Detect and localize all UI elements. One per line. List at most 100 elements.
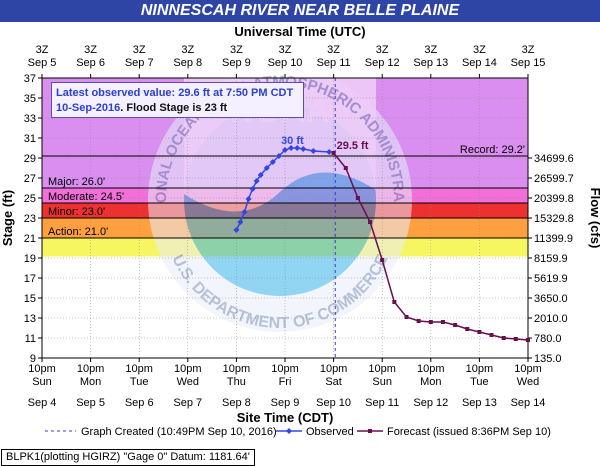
annotation-label: 29.5 ft — [337, 140, 369, 152]
forecast-point — [392, 300, 397, 304]
stage-label-moderate: Moderate: 24.5' — [48, 191, 124, 203]
stage-tick-label: 15 — [24, 293, 36, 305]
stage-tick-label: 17 — [24, 273, 36, 285]
utc-tick-hour: 3Z — [327, 44, 340, 56]
time-tick-weekday: Sat — [325, 376, 342, 388]
observed-point — [310, 148, 317, 154]
stage-tick-label: 25 — [24, 193, 36, 205]
utc-tick-hour: 3Z — [84, 44, 97, 56]
observed-point — [263, 165, 270, 171]
legend: Graph Created (10:49PM Sep 10, 2016) Obse… — [45, 426, 551, 438]
stage-label-major: Major: 26.0' — [48, 176, 105, 188]
observed-point — [237, 219, 244, 225]
forecast-point — [428, 320, 433, 324]
forecast-point — [355, 196, 360, 200]
time-tick-date: Sep 12 — [413, 397, 448, 409]
utc-tick-date: Sep 11 — [317, 57, 351, 69]
stage-tick-label: 21 — [24, 233, 36, 245]
time-tick-weekday: Mon — [420, 376, 441, 388]
legend-forecast-label: Forecast (issued 8:36PM Sep 10) — [387, 426, 551, 438]
flow-tick-label: 780.0 — [534, 333, 562, 345]
observed-point — [294, 145, 301, 151]
legend-observed-marker — [286, 428, 292, 434]
forecast-point — [368, 220, 373, 224]
forecast-point — [380, 258, 385, 262]
time-tick-date: Sep 10 — [316, 397, 351, 409]
utc-tick-hour: 3Z — [376, 44, 389, 56]
latest-observed-box: Latest observed value: 29.6 ft at 7:50 P… — [51, 82, 304, 118]
observed-point — [249, 186, 256, 192]
forecast-point — [404, 315, 409, 319]
utc-tick-date: Sep 15 — [511, 57, 546, 69]
flow-tick-label: 34699.6 — [534, 153, 574, 165]
time-tick-weekday: Tue — [470, 376, 489, 388]
stage-tick-label: 33 — [24, 113, 36, 125]
time-tick-hour: 10pm — [77, 363, 105, 375]
observed-point — [282, 147, 288, 153]
forecast-point — [331, 151, 336, 155]
time-tick-hour: 10pm — [223, 363, 251, 375]
forecast-point — [501, 336, 506, 340]
utc-tick-hour: 3Z — [133, 44, 146, 56]
time-tick-weekday: Wed — [517, 376, 539, 388]
stage-tick-label: 23 — [24, 213, 36, 225]
latest-observed-date: 10-Sep-2016 — [56, 102, 121, 114]
observed-point — [257, 172, 264, 178]
utc-tick-hour: 3Z — [230, 44, 243, 56]
forecast-point — [489, 333, 494, 337]
utc-tick-date: Sep 13 — [413, 57, 448, 69]
gage-datum-footer: BLPK1(plotting HGIRZ) "Gage 0" Datum: 11… — [1, 449, 255, 466]
utc-tick-date: Sep 7 — [125, 57, 154, 69]
time-tick-hour: 10pm — [320, 363, 348, 375]
utc-tick-hour: 3Z — [424, 44, 437, 56]
time-tick-weekday: Thu — [227, 376, 246, 388]
utc-tick-date: Sep 10 — [268, 57, 303, 69]
stage-tick-label: 27 — [24, 173, 36, 185]
flood-stage-text: Flood Stage is 23 ft — [126, 102, 228, 114]
stage-tick-label: 29 — [24, 153, 36, 165]
observed-point — [269, 159, 276, 165]
utc-tick-date: Sep 8 — [173, 57, 202, 69]
time-tick-hour: 10pm — [28, 363, 56, 375]
observed-point — [275, 153, 282, 159]
observed-point — [245, 196, 252, 202]
time-tick-date: Sep 11 — [365, 397, 399, 409]
forecast-point — [343, 166, 348, 170]
stage-tick-label: 11 — [25, 333, 36, 345]
time-tick-hour: 10pm — [271, 363, 299, 375]
time-tick-date: Sep 7 — [173, 397, 202, 409]
utc-tick-hour: 3Z — [181, 44, 194, 56]
time-tick-date: Sep 9 — [271, 397, 300, 409]
time-tick-weekday: Wed — [177, 376, 199, 388]
stage-label-minor: Minor: 23.0' — [48, 206, 105, 218]
time-tick-hour: 10pm — [417, 363, 445, 375]
legend-created-label: Graph Created (10:49PM Sep 10, 2016) — [81, 426, 277, 438]
observed-point — [288, 145, 295, 151]
flow-tick-label: 8159.9 — [534, 253, 568, 265]
observed-point — [253, 178, 260, 184]
time-tick-hour: 10pm — [466, 363, 494, 375]
flow-tick-label: 2010.0 — [534, 313, 568, 325]
stage-tick-label: 31 — [24, 133, 36, 145]
stage-tick-label: 19 — [24, 253, 36, 265]
legend-forecast-marker — [368, 429, 372, 433]
forecast-point — [477, 330, 482, 334]
annotation-label: 30 ft — [281, 135, 304, 147]
utc-tick-hour: 3Z — [522, 44, 535, 56]
bottom-axis-title: Site Time (CDT) — [237, 410, 334, 425]
utc-tick-date: Sep 12 — [365, 57, 400, 69]
observed-point — [300, 146, 307, 152]
observed-point — [326, 149, 333, 155]
forecast-point — [416, 319, 421, 323]
utc-tick-date: Sep 14 — [462, 57, 497, 69]
time-tick-hour: 10pm — [514, 363, 542, 375]
observed-point — [241, 209, 248, 215]
utc-tick-hour: 3Z — [36, 44, 49, 56]
utc-tick-hour: 3Z — [473, 44, 486, 56]
stage-tick-label: 35 — [24, 93, 36, 105]
time-tick-weekday: Sun — [372, 376, 392, 388]
utc-tick-date: Sep 6 — [76, 57, 105, 69]
forecast-point — [465, 327, 470, 331]
